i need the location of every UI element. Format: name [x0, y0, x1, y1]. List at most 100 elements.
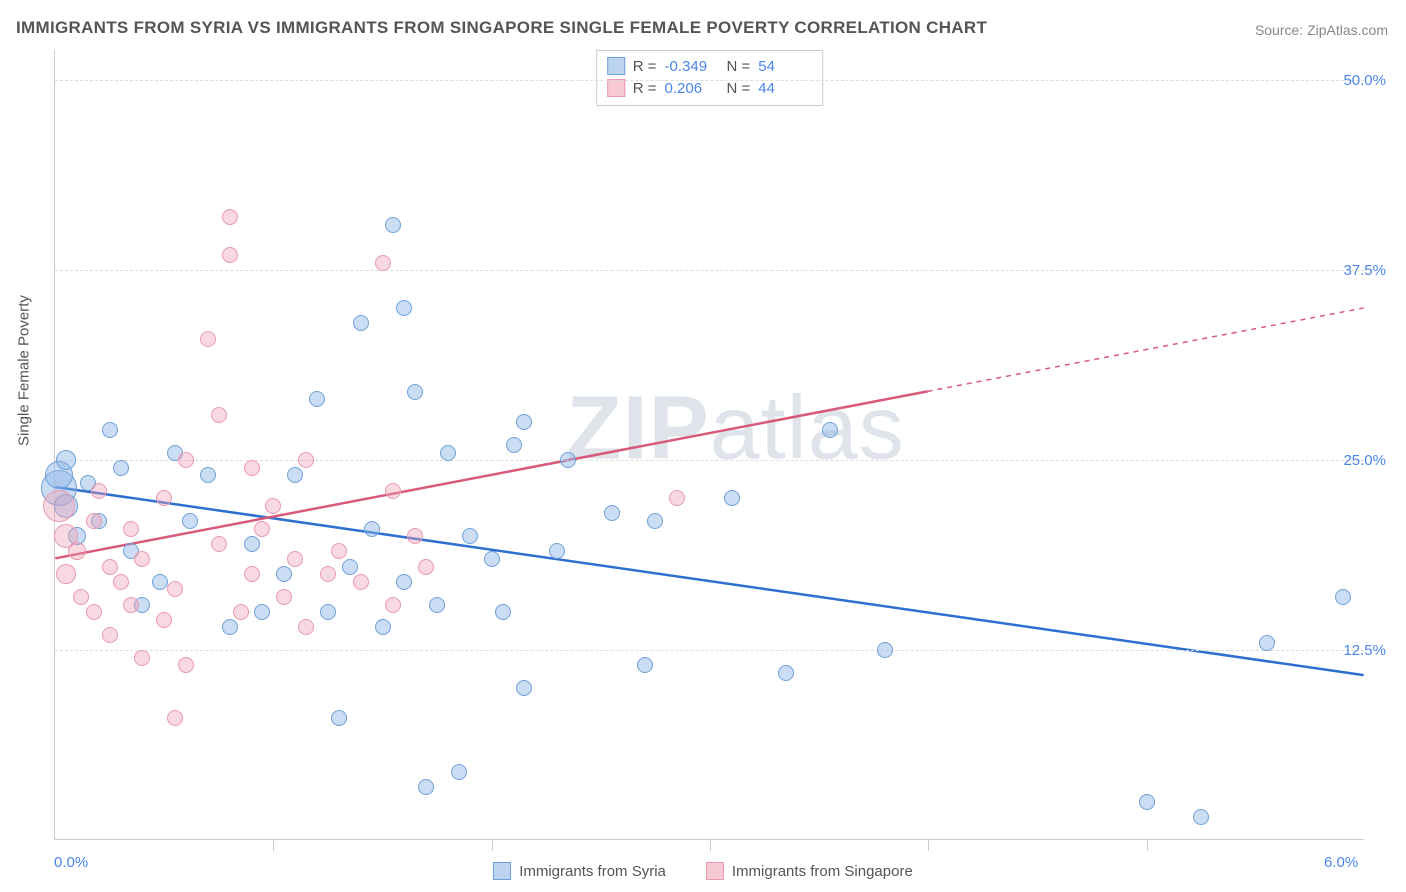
- legend-item-syria: Immigrants from Syria: [493, 862, 666, 880]
- data-point-syria: [276, 566, 292, 582]
- grid-line: [55, 650, 1364, 651]
- data-point-syria: [244, 536, 260, 552]
- data-point-syria: [877, 642, 893, 658]
- legend-label: Immigrants from Syria: [519, 863, 666, 880]
- data-point-syria: [1193, 809, 1209, 825]
- data-point-singapore: [56, 564, 76, 584]
- x-tick: [928, 839, 929, 851]
- data-point-singapore: [178, 657, 194, 673]
- plot-area: ZIPatlas R =-0.349N =54R =0.206N =44: [54, 50, 1364, 840]
- data-point-syria: [1335, 589, 1351, 605]
- data-point-singapore: [407, 528, 423, 544]
- legend-label: Immigrants from Singapore: [732, 863, 913, 880]
- y-tick-label: 12.5%: [1343, 642, 1386, 659]
- data-point-syria: [429, 597, 445, 613]
- data-point-singapore: [353, 574, 369, 590]
- stats-N-label: N =: [727, 80, 751, 97]
- swatch-singapore: [607, 79, 625, 97]
- data-point-singapore: [211, 536, 227, 552]
- grid-line: [55, 80, 1364, 81]
- grid-line: [55, 270, 1364, 271]
- data-point-syria: [604, 505, 620, 521]
- data-point-singapore: [167, 710, 183, 726]
- data-point-singapore: [298, 452, 314, 468]
- data-point-syria: [113, 460, 129, 476]
- data-point-singapore: [102, 627, 118, 643]
- data-point-singapore: [222, 209, 238, 225]
- data-point-syria: [822, 422, 838, 438]
- data-point-singapore: [134, 551, 150, 567]
- data-point-singapore: [73, 589, 89, 605]
- data-point-syria: [396, 300, 412, 316]
- data-point-singapore: [276, 589, 292, 605]
- data-point-singapore: [43, 490, 75, 522]
- y-axis-label: Single Female Poverty: [16, 295, 33, 446]
- data-point-syria: [462, 528, 478, 544]
- data-point-singapore: [86, 513, 102, 529]
- data-point-singapore: [86, 604, 102, 620]
- data-point-syria: [375, 619, 391, 635]
- trend-lines: [55, 50, 1364, 839]
- x-tick: [492, 839, 493, 851]
- data-point-singapore: [669, 490, 685, 506]
- x-tick: [1147, 839, 1148, 851]
- trend-line-singapore: [55, 391, 927, 558]
- data-point-singapore: [320, 566, 336, 582]
- legend-item-singapore: Immigrants from Singapore: [706, 862, 913, 880]
- data-point-singapore: [385, 483, 401, 499]
- data-point-syria: [56, 450, 76, 470]
- stats-N-value: 54: [758, 58, 812, 75]
- legend-swatch-singapore: [706, 862, 724, 880]
- data-point-syria: [342, 559, 358, 575]
- data-point-singapore: [156, 490, 172, 506]
- data-point-syria: [495, 604, 511, 620]
- data-point-syria: [102, 422, 118, 438]
- data-point-syria: [152, 574, 168, 590]
- bottom-legend: Immigrants from Syria Immigrants from Sin…: [0, 862, 1406, 884]
- data-point-singapore: [298, 619, 314, 635]
- data-point-syria: [516, 414, 532, 430]
- data-point-syria: [364, 521, 380, 537]
- data-point-singapore: [222, 247, 238, 263]
- data-point-singapore: [244, 460, 260, 476]
- data-point-syria: [637, 657, 653, 673]
- data-point-singapore: [265, 498, 281, 514]
- stats-box: R =-0.349N =54R =0.206N =44: [596, 50, 824, 106]
- trend-line-ext-singapore: [928, 308, 1364, 391]
- data-point-singapore: [233, 604, 249, 620]
- swatch-syria: [607, 57, 625, 75]
- data-point-syria: [320, 604, 336, 620]
- data-point-singapore: [167, 581, 183, 597]
- data-point-singapore: [123, 597, 139, 613]
- data-point-singapore: [68, 542, 86, 560]
- data-point-syria: [440, 445, 456, 461]
- data-point-syria: [385, 217, 401, 233]
- data-point-singapore: [113, 574, 129, 590]
- data-point-singapore: [287, 551, 303, 567]
- data-point-syria: [287, 467, 303, 483]
- y-tick-label: 37.5%: [1343, 262, 1386, 279]
- x-tick-label: 6.0%: [1324, 854, 1358, 871]
- stats-R-value: -0.349: [665, 58, 719, 75]
- data-point-syria: [254, 604, 270, 620]
- data-point-singapore: [102, 559, 118, 575]
- data-point-syria: [309, 391, 325, 407]
- stats-N-value: 44: [758, 80, 812, 97]
- data-point-syria: [549, 543, 565, 559]
- x-tick: [273, 839, 274, 851]
- data-point-singapore: [134, 650, 150, 666]
- data-point-syria: [182, 513, 198, 529]
- data-point-singapore: [375, 255, 391, 271]
- x-tick-label: 0.0%: [54, 854, 88, 871]
- data-point-singapore: [178, 452, 194, 468]
- legend-swatch-syria: [493, 862, 511, 880]
- data-point-syria: [1139, 794, 1155, 810]
- chart-title: IMMIGRANTS FROM SYRIA VS IMMIGRANTS FROM…: [16, 18, 987, 38]
- data-point-singapore: [91, 483, 107, 499]
- data-point-syria: [647, 513, 663, 529]
- data-point-singapore: [385, 597, 401, 613]
- stats-row-syria: R =-0.349N =54: [607, 55, 813, 77]
- data-point-syria: [506, 437, 522, 453]
- stats-R-value: 0.206: [665, 80, 719, 97]
- data-point-syria: [396, 574, 412, 590]
